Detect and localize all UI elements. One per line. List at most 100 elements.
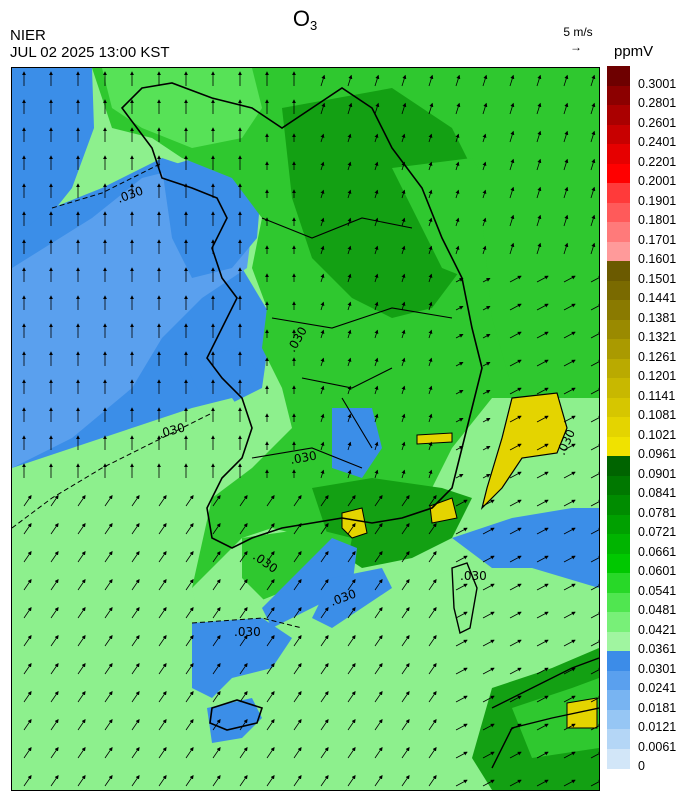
colorbar-cell <box>607 612 630 632</box>
wind-arrow <box>266 690 275 703</box>
wind-arrow <box>428 690 437 703</box>
wind-arrow <box>455 390 464 395</box>
wind-arrow <box>266 746 275 759</box>
colorbar-cell <box>607 339 630 359</box>
colorbar-label: 0.0901 <box>638 466 677 481</box>
province-borders <box>251 217 453 469</box>
wind-arrow <box>590 723 599 731</box>
wind-arrow <box>185 606 194 619</box>
wind-arrow <box>374 550 383 563</box>
wind-arrow <box>401 413 406 423</box>
wind-arrow <box>590 74 596 87</box>
colorbar-cell <box>607 241 630 262</box>
wind-arrow <box>50 746 59 759</box>
wind-arrow <box>590 331 599 339</box>
wind-arrow <box>347 357 352 367</box>
wind-arrow <box>590 555 599 563</box>
wind-arrow <box>347 606 356 619</box>
wind-arrow <box>455 779 468 787</box>
wind-arrow <box>590 779 599 787</box>
wind-arrow <box>509 242 515 255</box>
wind-arrow <box>320 161 325 171</box>
wind-arrow <box>482 390 491 395</box>
wind-arrow <box>23 774 32 787</box>
wind-arrow <box>563 130 569 143</box>
colorbar-label: 0.1801 <box>638 213 677 228</box>
wind-arrow <box>455 527 468 535</box>
wind-arrow <box>509 158 515 171</box>
wind-arrow <box>347 329 352 339</box>
wind-arrow <box>320 746 329 759</box>
wind-arrow <box>455 161 460 171</box>
wind-arrow <box>536 611 549 619</box>
wind-arrow <box>536 130 542 143</box>
wind-arrow <box>320 718 329 731</box>
colorbar-label: 0.0721 <box>638 525 677 540</box>
map-svg: .030 .030 .030 .030 .030 .030 .030 .030 … <box>12 68 599 790</box>
wind-arrow <box>374 301 379 311</box>
wind-arrow <box>563 387 576 395</box>
wind-arrow <box>563 527 576 535</box>
wind-arrow <box>77 634 86 647</box>
wind-arrow <box>536 186 542 199</box>
wind-arrow <box>266 522 275 535</box>
wind-arrow <box>536 555 549 563</box>
wind-arrow <box>563 331 576 339</box>
wind-arrow <box>374 634 383 647</box>
wind-arrow <box>455 639 468 647</box>
wind-arrow <box>482 217 487 227</box>
wind-arrow <box>320 357 325 367</box>
wind-arrow <box>482 278 491 283</box>
wind-arrow <box>401 662 410 675</box>
wind-arrow <box>104 522 113 535</box>
wind-arrow <box>347 189 352 199</box>
wind-arrow <box>77 690 86 703</box>
wind-arrow <box>320 441 325 451</box>
ozone-map: .030 .030 .030 .030 .030 .030 .030 .030 … <box>11 67 600 791</box>
wind-arrow <box>374 690 383 703</box>
wind-arrow <box>266 662 275 675</box>
wind-arrow <box>104 662 113 675</box>
wind-arrow <box>239 494 248 507</box>
colorbar-cell <box>607 222 630 242</box>
wind-arrow <box>23 550 32 563</box>
wind-arrow <box>563 499 576 507</box>
wind-arrow <box>266 606 275 619</box>
wind-arrow <box>401 245 406 255</box>
wind-arrow <box>23 494 32 507</box>
colorbar-label: 0.0841 <box>638 486 677 501</box>
wind-arrow <box>401 133 406 143</box>
wind-arrow <box>536 303 549 311</box>
wind-vectors <box>22 71 599 787</box>
wind-arrow <box>455 418 464 423</box>
colorbar-cell <box>607 66 630 86</box>
wind-arrow <box>374 133 379 143</box>
wind-arrow <box>320 634 329 647</box>
wind-arrow <box>509 387 522 395</box>
wind-arrow <box>131 606 140 619</box>
wind-arrow <box>563 667 576 675</box>
wind-arrow <box>131 662 140 675</box>
colorbar-label: 0.0181 <box>638 700 677 715</box>
wind-arrow <box>455 334 464 339</box>
wind-arrow <box>212 634 221 647</box>
wind-arrow <box>77 522 86 535</box>
wind-arrow <box>590 303 599 311</box>
wind-arrow <box>374 718 383 731</box>
wind-arrow <box>590 695 599 703</box>
wind-arrow <box>509 359 522 367</box>
colorbar-cell <box>607 456 630 476</box>
wind-arrow <box>104 746 113 759</box>
wind-arrow <box>428 578 437 591</box>
wind-arrow <box>77 662 86 675</box>
wind-arrow <box>590 158 596 171</box>
wind-arrow <box>482 418 491 423</box>
wind-arrow <box>482 334 491 339</box>
wind-arrow <box>482 133 487 143</box>
wind-arrow <box>212 550 221 563</box>
wind-arrow <box>50 662 59 675</box>
wind-arrow <box>347 690 356 703</box>
colorbar-cell <box>607 397 630 418</box>
wind-arrow <box>347 301 352 311</box>
korea-coastline <box>120 82 483 549</box>
